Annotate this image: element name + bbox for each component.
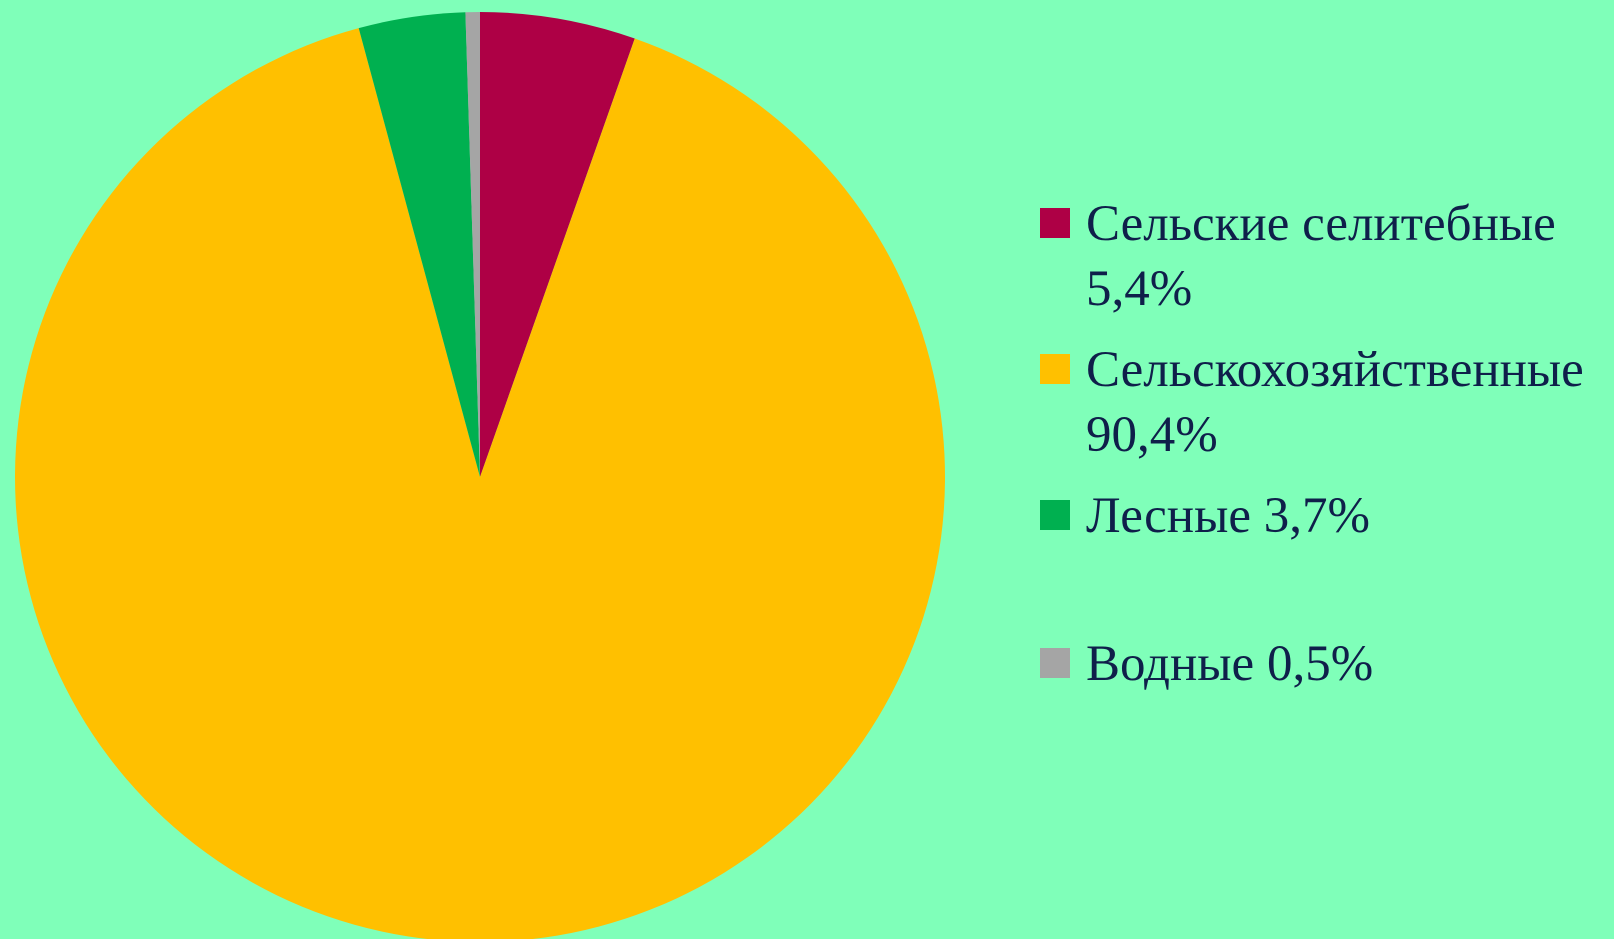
legend-swatch xyxy=(1040,354,1070,384)
legend-swatch xyxy=(1040,208,1070,238)
legend-label: Лесные 3,7% xyxy=(1086,488,1370,544)
legend-label: Водные 0,5% xyxy=(1086,636,1374,692)
legend-swatch xyxy=(1040,648,1070,678)
slice-forest xyxy=(358,12,480,477)
slice-water xyxy=(465,12,480,477)
legend-label: Сельскохозяйственные 90,4% xyxy=(1086,342,1584,463)
slice-rural-residential xyxy=(480,12,635,477)
pie-chart xyxy=(15,12,945,939)
slice-agricultural xyxy=(15,28,945,939)
legend-label: Сельские селитебные 5,4% xyxy=(1086,196,1556,317)
legend-swatch xyxy=(1040,500,1070,530)
